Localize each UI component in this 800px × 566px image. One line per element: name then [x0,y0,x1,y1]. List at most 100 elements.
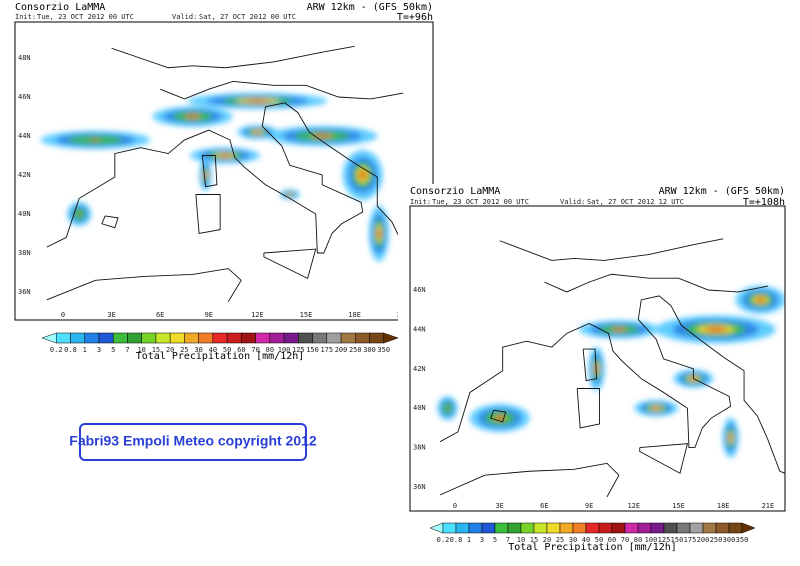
lat-label: 42N [413,365,426,373]
colorbar-swatch [141,332,157,344]
lon-label: 12E [251,311,264,319]
precip-area [757,298,764,302]
lon-label: 18E [717,502,730,510]
colorbar-label: 175 [684,536,697,544]
colorbar-label: 175 [320,346,333,354]
map-frame [14,21,434,321]
lead-time: T=+108h [743,197,785,208]
colorbar-label: 10 [137,346,145,354]
map [15,22,433,320]
colorbar-swatch [241,332,256,344]
colorbar-swatch [715,522,730,534]
colorbar-label: 15 [152,346,160,354]
colorbar-swatch [598,522,613,534]
colorbar-label: 350 [736,536,749,544]
precip-area [288,193,291,196]
coastline [46,268,242,302]
colorbar-swatch [112,332,128,344]
colorbar-label: 5 [493,536,497,544]
colorbar-label: 30 [569,536,577,544]
colorbar-label: 125 [658,536,671,544]
precip-area [89,138,102,141]
lon-label: 21E [762,502,775,510]
map-frame [409,205,786,512]
colorbar-swatch [689,522,704,534]
init: Tue, 23 OCT 2012 00 UTC [432,198,529,206]
map-panel: Consorzio LaMMA ARW 12km - (GFS 50km) Init… [398,184,792,562]
lat-label: 44N [18,132,31,140]
colorbar-swatch [468,522,483,534]
lon-label: 18E [348,311,361,319]
colorbar-label: 250 [710,536,723,544]
colorbar-label: 300 [363,346,376,354]
lat-label: 46N [18,93,31,101]
precip-area [221,154,229,157]
precip-area [316,134,329,138]
colorbar-label: 300 [723,536,736,544]
coastline [582,348,598,382]
colorbar-label: 150 [306,346,319,354]
lon-label: 6E [156,311,164,319]
precip-area [188,115,198,118]
precip-area [496,416,504,420]
precip-area [614,328,624,331]
precip-area [255,131,260,133]
colorbar-label: 0.2 [50,346,63,354]
colorbar-swatch [298,332,313,344]
colorbar-swatch [127,332,142,344]
lat-label: 36N [18,288,31,296]
colorbar-label: 350 [377,346,390,354]
colorbar-label: 10 [517,536,525,544]
colorbar-swatch [494,522,509,534]
colorbar-label: 3 [480,536,484,544]
colorbar-label: 200 [335,346,348,354]
coastline [544,273,768,293]
colorbar-label: 0.8 [64,346,77,354]
colorbar-swatch [355,332,370,344]
lon-label: 9E [205,311,213,319]
copyright: Fabri93 Empoli Meteo copyright 2012 [69,433,317,449]
colorbar-label: 7 [506,536,510,544]
copyright-box: Fabri93 Empoli Meteo copyright 2012 [69,423,317,461]
lon-label: 0 [453,502,457,510]
lat-label: 44N [413,325,426,333]
colorbar-end [383,332,399,344]
coastline [46,102,433,283]
map-panel: Consorzio LaMMA ARW 12km - (GFS 50km) Init… [10,0,438,370]
lon-label: 0 [61,311,65,319]
colorbar-swatch [312,332,328,344]
precip-area [360,172,365,178]
colorbar-swatch [572,522,587,534]
colorbar-swatch [283,332,299,344]
colorbar-swatch [340,332,356,344]
lat-label: 48N [18,54,31,62]
colorbar-swatch [326,332,342,344]
lon-label: 6E [540,502,548,510]
lon-label: 9E [585,502,593,510]
coastline [101,215,119,229]
colorbar-swatch [226,332,242,344]
colorbar-label: 60 [237,346,245,354]
colorbar-label: 125 [292,346,305,354]
coastline [439,295,785,474]
colorbar-label: 100 [278,346,291,354]
coastline [490,409,507,423]
colorbar-label: 70 [621,536,629,544]
colorbar-label: 25 [180,346,188,354]
colorbar-swatch [507,522,522,534]
coastline [639,443,689,474]
title: Consorzio LaMMA [15,2,105,13]
colorbar-label: 80 [634,536,642,544]
lon-label: 3E [495,502,503,510]
lon-label: 15E [672,502,685,510]
colorbar-swatch [269,332,285,344]
lat-label: 38N [413,444,426,452]
coastline [499,238,724,261]
colorbar-label: 0.2 [437,536,450,544]
colorbar-swatch [212,332,228,344]
lat-label: 40N [18,210,31,218]
colorbar-swatch [84,332,100,344]
map [410,206,785,511]
precip-area [709,327,723,331]
valid-label: Valid: [560,198,585,206]
